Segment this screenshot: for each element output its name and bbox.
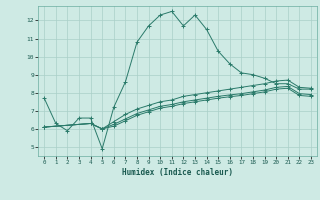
X-axis label: Humidex (Indice chaleur): Humidex (Indice chaleur) — [122, 168, 233, 177]
